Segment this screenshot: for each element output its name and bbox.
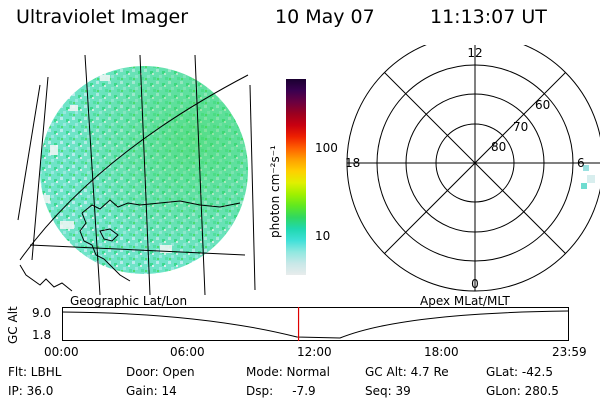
glon-info: GLon: 280.5 bbox=[486, 384, 559, 398]
mlt-label-0: 0 bbox=[471, 277, 479, 291]
colorbar-tick-10: 10 bbox=[315, 229, 331, 243]
color-scale-bar bbox=[286, 79, 306, 275]
geographic-image bbox=[17, 54, 256, 295]
timeline-xtick-2359: 23:59 bbox=[552, 345, 587, 359]
glat-info: GLat: -42.5 bbox=[486, 365, 553, 379]
colorbar-tick-100: 100 bbox=[315, 141, 338, 155]
ip-info: IP: 36.0 bbox=[8, 384, 54, 398]
timeline-frame bbox=[62, 307, 569, 341]
altitude-timeline bbox=[62, 307, 569, 341]
graticule-lines bbox=[17, 54, 256, 295]
altitude-curve bbox=[62, 310, 569, 339]
timeline-xtick-0000: 00:00 bbox=[44, 345, 79, 359]
instrument-title: Ultraviolet Imager bbox=[16, 6, 189, 28]
apex-panel-label: Apex MLat/MLT bbox=[420, 294, 510, 308]
diagonal-line-2 bbox=[384, 72, 566, 254]
geographic-panel-label: Geographic Lat/Lon bbox=[70, 294, 188, 308]
mlt-label-18: 18 bbox=[345, 156, 360, 170]
timeline-xtick-1200: 12:00 bbox=[297, 345, 332, 359]
timeline-axis-label: GC Alt bbox=[6, 306, 20, 344]
timeline-xtick-1800: 18:00 bbox=[424, 345, 459, 359]
date-label: 10 May 07 bbox=[275, 6, 375, 28]
mlat-label-80: 80 bbox=[491, 140, 506, 154]
timeline-ytick-low: 1.8 bbox=[32, 328, 52, 342]
timeline-xtick-0600: 06:00 bbox=[170, 345, 205, 359]
mlat-label-60: 60 bbox=[535, 98, 550, 112]
mlat-ring-50 bbox=[346, 45, 600, 292]
mlat-label-70: 70 bbox=[513, 120, 528, 134]
gc-alt-info: GC Alt: 4.7 Re bbox=[365, 365, 449, 379]
colorbar-unit-label: photon cm⁻²s⁻¹ bbox=[268, 145, 282, 238]
mode-info: Mode: Normal bbox=[246, 365, 330, 379]
time-label: 11:13:07 UT bbox=[430, 6, 547, 28]
dsp-info: Dsp: -7.9 bbox=[246, 384, 316, 398]
door-info: Door: Open bbox=[126, 365, 195, 379]
mlt-label-12: 12 bbox=[467, 46, 482, 60]
polar-plot: 12 18 6 0 60 70 80 bbox=[345, 45, 600, 292]
timeline-ytick-high: 9.0 bbox=[32, 306, 52, 320]
gain-info: Gain: 14 bbox=[126, 384, 177, 398]
filter-info: Flt: LBHL bbox=[8, 365, 62, 379]
emission-glow bbox=[40, 66, 248, 274]
mlt-label-6: 6 bbox=[577, 156, 585, 170]
seq-info: Seq: 39 bbox=[365, 384, 411, 398]
coastline bbox=[19, 199, 241, 292]
